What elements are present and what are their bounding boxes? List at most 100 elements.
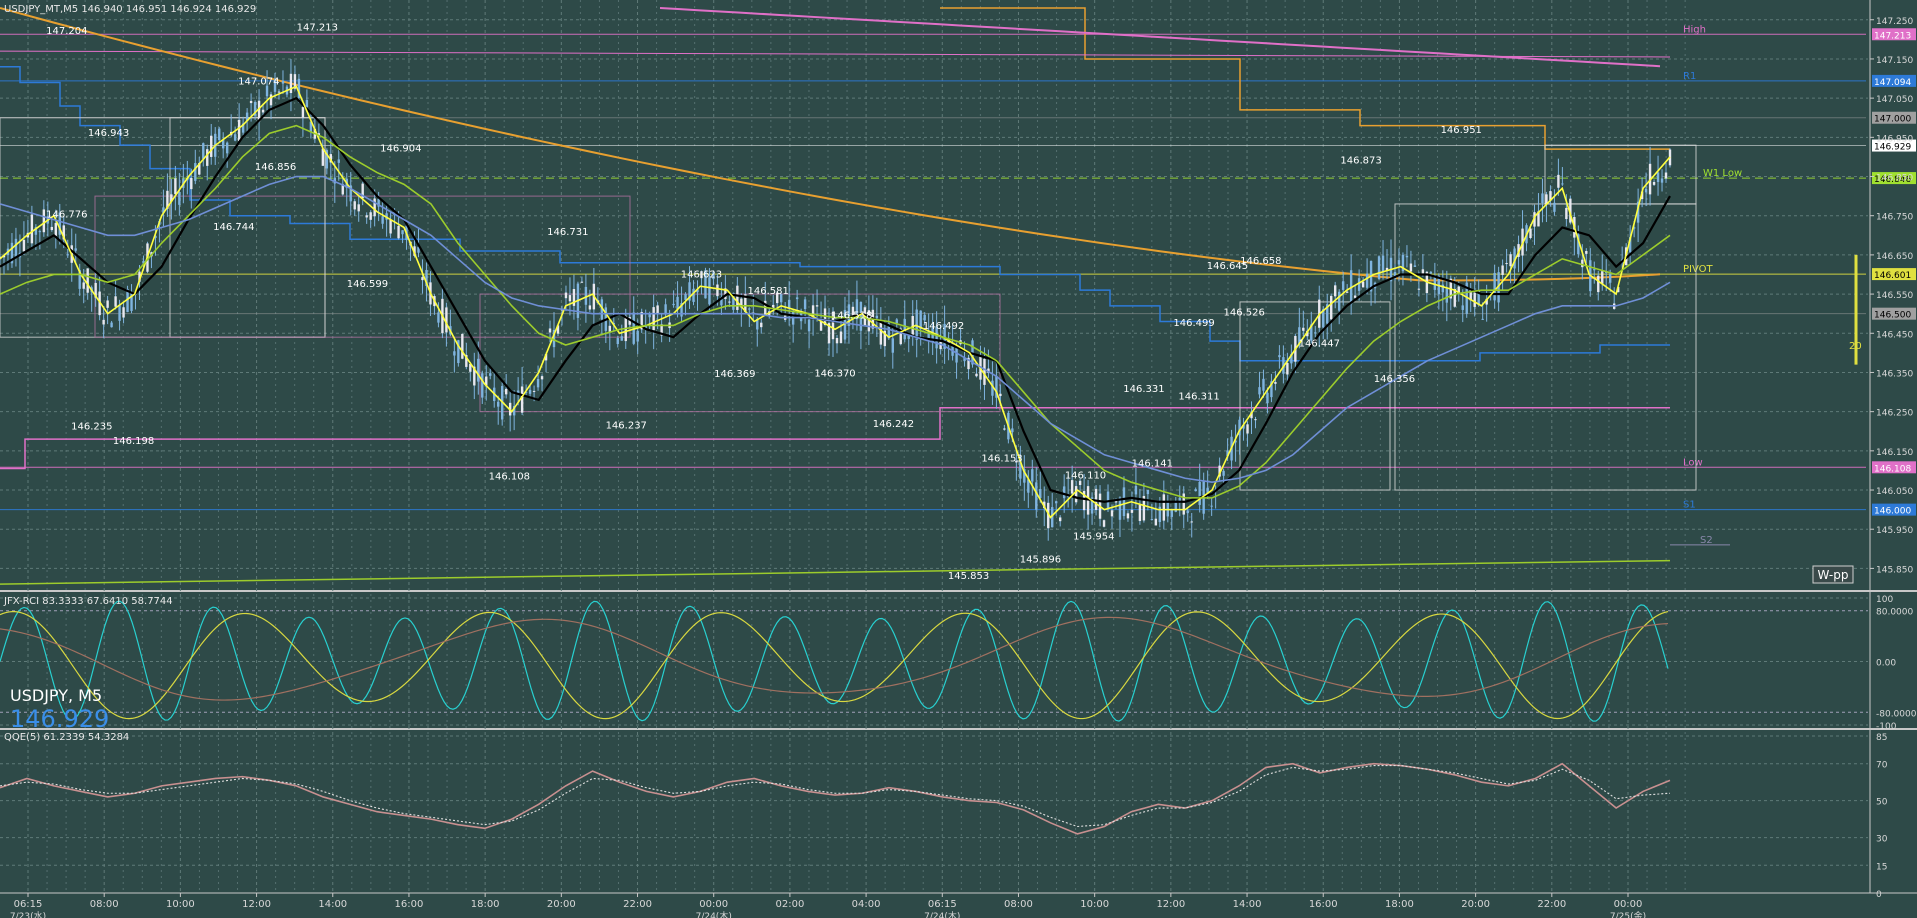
candle-body	[329, 154, 333, 163]
x-tick-label: 14:00	[318, 899, 347, 910]
candle-body	[608, 325, 612, 333]
candle-body	[194, 163, 197, 181]
candle-body	[1090, 497, 1094, 514]
candle-body	[401, 230, 404, 235]
candle-body	[544, 353, 548, 361]
level-tag	[1872, 74, 1916, 87]
level-label: W1 Low	[1703, 168, 1742, 179]
candle-body	[1210, 505, 1213, 507]
candle-body	[249, 100, 253, 104]
candle-body	[301, 107, 305, 118]
candle-body	[1142, 495, 1146, 521]
candle-body	[265, 85, 269, 97]
price-annotation: 146.356	[1374, 374, 1415, 385]
candle-body	[30, 214, 34, 244]
symbol-price: 146.929	[10, 705, 109, 733]
candle-body	[297, 78, 301, 98]
candle-body	[353, 201, 356, 210]
candle-body	[277, 91, 281, 93]
candle-body	[102, 319, 105, 325]
panel-separator-0	[0, 590, 1917, 596]
candle-body	[1413, 265, 1417, 267]
candle-body	[704, 270, 707, 299]
candle-body	[190, 177, 193, 190]
candle-body	[142, 260, 145, 264]
candle-body	[1290, 354, 1293, 364]
date-label: 7/24(木)	[696, 910, 732, 918]
candle-body	[760, 322, 763, 328]
candle-body	[473, 366, 476, 386]
candle-body	[1186, 510, 1189, 514]
price-annotation: 147.213	[297, 22, 338, 33]
level-tag-text: 147.094	[1874, 78, 1911, 88]
candle-body	[1477, 291, 1480, 305]
candle-body	[417, 246, 420, 253]
candle-body	[835, 338, 839, 344]
y-tick-label: 146.250	[1876, 409, 1913, 419]
candle-body	[1465, 282, 1468, 314]
level-tag	[1872, 461, 1916, 474]
candle-body	[975, 373, 978, 377]
main-grid	[0, 0, 1917, 893]
y-tick-label: 146.750	[1876, 213, 1913, 223]
candle-body	[1298, 327, 1301, 346]
candle-body	[640, 311, 643, 330]
candle-body	[1529, 228, 1532, 239]
candle-body	[202, 143, 205, 159]
price-annotations: 147.204 147.213 147.074 146.943 146.776 146.8…	[46, 22, 1482, 582]
candle-body	[130, 291, 133, 311]
candle-body	[1353, 295, 1357, 298]
candle-body	[1158, 506, 1162, 523]
candle-body	[1047, 502, 1050, 529]
candle-body	[1246, 424, 1249, 434]
candle-body	[1505, 263, 1508, 265]
candle-body	[317, 133, 321, 136]
x-tick-label: 06:15	[14, 899, 43, 910]
candle-body	[273, 79, 277, 92]
candle-body	[1154, 518, 1158, 526]
candle-body	[855, 299, 859, 320]
x-tick-label: 22:00	[1537, 899, 1566, 910]
candle-body	[1405, 255, 1409, 258]
level-label: S1	[1683, 500, 1696, 511]
candle-body	[620, 336, 623, 341]
ma-line-1	[0, 85, 1671, 519]
x-tick-label: 16:00	[395, 899, 424, 910]
candle-body	[465, 354, 468, 367]
x-tick-label: 18:00	[471, 899, 500, 910]
level-label: S2	[1700, 535, 1713, 546]
candle-body	[1385, 267, 1389, 271]
price-annotation: 146.311	[1178, 392, 1219, 403]
candle-body	[1274, 382, 1277, 384]
candle-body	[1130, 509, 1134, 513]
candle-body	[811, 305, 815, 318]
candle-body	[1134, 485, 1138, 495]
rci-line-1	[0, 610, 1669, 720]
candle-body	[1381, 255, 1385, 273]
candle-body	[1039, 489, 1042, 498]
candle-body	[477, 358, 480, 382]
wpp-button[interactable]: W-pp	[1812, 565, 1854, 584]
candle-body	[1453, 288, 1456, 307]
candle-body	[1644, 188, 1648, 193]
candle-body	[839, 331, 843, 344]
candle-body	[748, 308, 751, 310]
candle-body	[887, 323, 891, 339]
candle-body	[696, 289, 699, 293]
ma-line-3	[0, 175, 1671, 483]
candle-body	[305, 99, 309, 108]
candle-body	[795, 297, 799, 300]
candle-body	[1194, 489, 1197, 492]
candle-body	[1094, 488, 1098, 510]
x-tick-label: 08:00	[1004, 899, 1033, 910]
candle-body	[1569, 198, 1572, 223]
price-annotation: 146.492	[923, 321, 964, 332]
candle-body	[1326, 304, 1329, 324]
candle-body	[1015, 460, 1018, 463]
rci-tick-label: -100	[1876, 722, 1897, 732]
candle-body	[1027, 479, 1030, 493]
green-bottom-line	[0, 559, 1671, 585]
candle-body	[656, 305, 659, 315]
candle-body	[520, 386, 524, 413]
